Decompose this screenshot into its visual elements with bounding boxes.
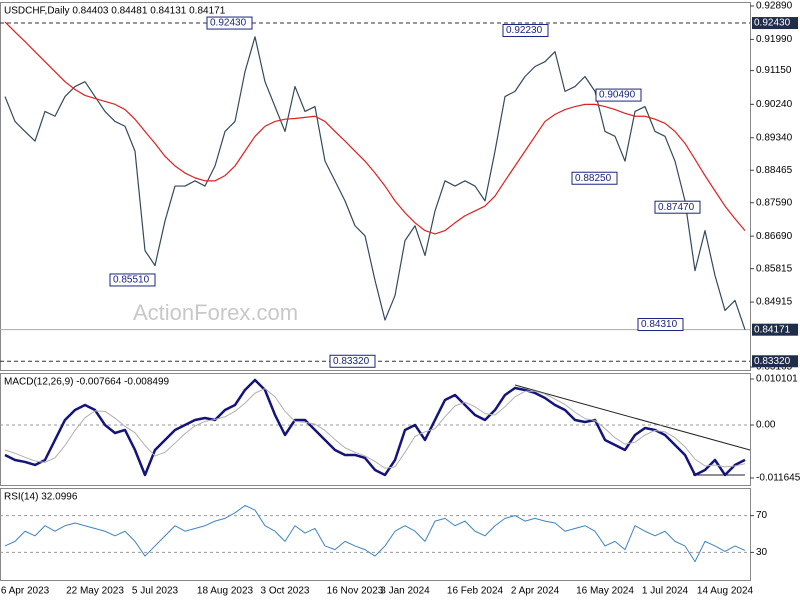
panel-title: RSI(14) 32.0996 (4, 492, 78, 503)
y-tick-label: 0.92890 (756, 1, 793, 12)
annotation-label: 0.88250 (575, 173, 612, 184)
x-tick-label: 14 Aug 2024 (697, 586, 754, 597)
annotation-box (109, 273, 156, 287)
annotation-label: 0.92230 (506, 25, 543, 36)
y-tick-label: 0.91150 (756, 65, 792, 76)
x-tick-label: 18 Aug 2023 (197, 586, 254, 597)
panel-title: MACD(12,26,9) -0.007664 -0.008499 (4, 377, 170, 388)
y-tick-label: 0.89340 (756, 132, 793, 143)
series-line (4, 36, 746, 330)
x-tick-label: 16 Feb 2024 (447, 586, 504, 597)
panel-frame (0, 373, 751, 486)
series-line (4, 388, 746, 469)
x-tick-label: 3 Jan 2024 (380, 586, 430, 597)
y-tick-label: 0.90240 (756, 99, 793, 110)
level-label-bg (752, 17, 798, 30)
series-line (4, 21, 746, 235)
annotation-label: 0.87470 (658, 202, 695, 213)
level-label: 0.92430 (754, 18, 791, 29)
annotation-box (637, 318, 684, 332)
watermark: ActionForex.com (133, 300, 298, 325)
x-tick-label: 2 Apr 2024 (511, 586, 560, 597)
y-tick-label: 0.84915 (756, 297, 793, 308)
annotation-box (329, 354, 376, 368)
annotation-label: 0.83320 (333, 356, 370, 367)
y-tick-label: 0.00 (756, 420, 776, 431)
annotation-box (654, 200, 701, 214)
panel-title: USDCHF,Daily 0.84403 0.84481 0.84131 0.8… (4, 6, 226, 17)
x-tick-label: 3 Oct 2023 (261, 586, 310, 597)
y-tick-label: 0.87590 (756, 197, 793, 208)
x-tick-label: 1 Jul 2024 (642, 586, 689, 597)
annotation-label: 0.92430 (210, 18, 247, 29)
level-label: 0.84171 (754, 324, 791, 335)
annotation-box (571, 171, 618, 185)
y-tick-label: 0.010101 (756, 374, 798, 385)
x-tick-label: 6 Apr 2023 (1, 586, 50, 597)
x-tick-label: 5 Jul 2023 (132, 586, 179, 597)
annotation-label: 0.85510 (113, 275, 150, 286)
x-tick-label: 16 Nov 2023 (327, 586, 384, 597)
series-line (4, 504, 746, 563)
x-tick-label: 16 May 2024 (576, 586, 634, 597)
trend-line (514, 384, 751, 451)
annotation-box (206, 16, 253, 30)
panel-frame (0, 2, 751, 371)
annotation-box (595, 88, 642, 102)
x-tick-label: 22 May 2023 (66, 586, 124, 597)
level-label-bg (752, 323, 798, 336)
y-tick-label: 0.86690 (756, 231, 793, 242)
y-tick-label: 30 (756, 547, 768, 558)
level-label-bg (752, 355, 798, 368)
annotation-box (502, 23, 549, 37)
y-tick-label: 0.88465 (756, 165, 793, 176)
annotation-label: 0.90490 (599, 90, 636, 101)
y-tick-label: 0.91990 (756, 34, 793, 45)
annotation-label: 0.84310 (641, 319, 678, 330)
y-tick-label: 0.85815 (756, 263, 793, 274)
y-tick-label: 70 (756, 510, 768, 521)
y-tick-label: -0.011645 (756, 473, 800, 484)
panel-frame (0, 488, 751, 581)
level-label: 0.83320 (754, 356, 791, 367)
series-line (4, 378, 746, 477)
